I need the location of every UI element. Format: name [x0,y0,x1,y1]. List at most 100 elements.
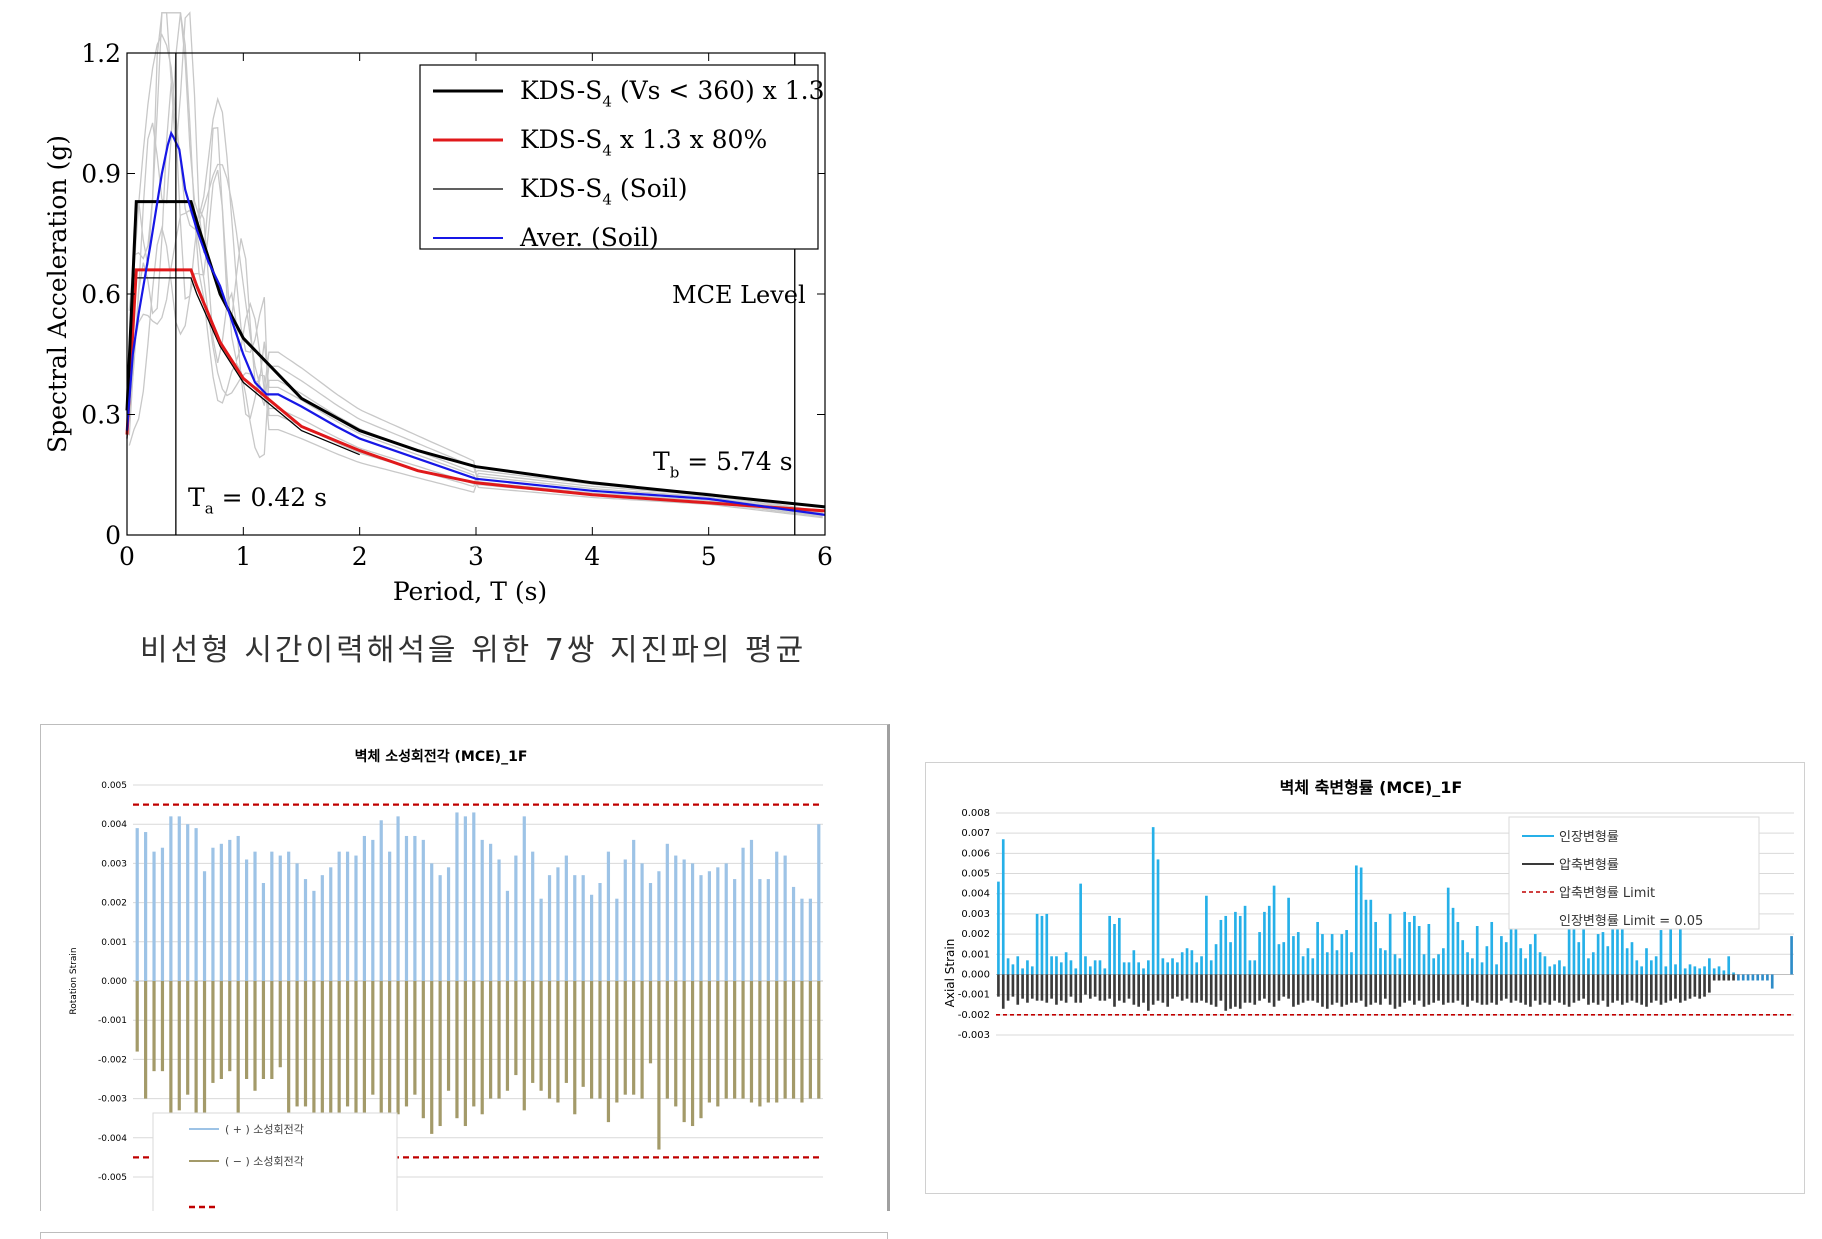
rotation-pos-bar [362,835,366,981]
axial-ytick-label: 0.001 [961,949,990,960]
rotation-pos-bar [632,839,636,981]
axial-pos-bar [1229,942,1232,975]
axial-pos-bar [1151,827,1155,975]
axial-neg-bar [1132,974,1136,1005]
axial-neg-bar [1533,974,1537,1001]
rotation-neg-bar [606,981,611,1123]
rotation-neg-bar [800,981,804,1103]
axial-neg-bar [1113,974,1116,1007]
axial-pos-bar [1524,958,1527,975]
rotation-neg-bar [455,981,459,1119]
rotation-ytick-label: 0.002 [101,899,127,909]
axial-pos-bar [1548,966,1552,975]
axial-pos-bar [1171,958,1174,975]
axial-neg-bar [1195,974,1199,1003]
rotation-ytick-label: -0.001 [98,1016,127,1026]
axial-neg-bar [1243,974,1247,1003]
axial-pos-bar [1176,962,1179,975]
axial-neg-bar [1040,974,1044,1001]
rotation-pos-bar [716,867,720,981]
rotation-pos-bar [724,863,728,981]
rotation-neg-bar [581,981,585,1087]
axial-pos-bar [1722,970,1726,975]
rotation-pos-bar [202,871,207,981]
axial-pos-bar [1664,966,1668,975]
axial-neg-bar [1156,974,1160,1001]
rotation-neg-bar [362,981,366,1119]
axial-neg-bar [1321,974,1324,1007]
rotation-neg-bar [245,981,249,1079]
axial-neg-bar [1654,974,1658,1001]
rotation-pos-bar [186,824,190,981]
axial-neg-bar [1529,974,1532,1007]
axial-neg-bar [1253,974,1257,1005]
axial-neg-bar [1630,974,1634,1001]
axial-ytick-label: 0.007 [961,828,990,839]
rotation-neg-bar [489,981,493,1099]
axial-neg-bar [1567,974,1571,1007]
rotation-pos-bar [438,875,442,981]
rotation-pos-bar [606,851,611,981]
axial-neg-bar [1214,974,1218,1007]
axial-pos-bar [1480,962,1484,975]
rotation-chart-title: 벽체 소성회전각 (MCE)_1F [355,748,528,765]
rotation-pos-bar [320,875,324,981]
axial-neg-bar [1069,974,1073,997]
rotation-neg-bar [413,981,417,1095]
axial-pos-bar [1103,968,1107,975]
axial-neg-bar [1234,974,1237,1007]
spectrum-series-line [125,130,826,516]
rotation-neg-bar [817,981,821,1099]
axial-neg-bar [1427,974,1431,1005]
axial-neg-bar [1403,974,1406,1003]
rotation-neg-bar [564,981,568,1083]
axial-neg-bar [1698,974,1702,999]
axial-neg-bar [1287,974,1290,999]
axial-pos-bar [1122,962,1126,975]
axial-pos-bar [1683,968,1687,975]
axial-neg-bar [1746,974,1750,981]
axial-neg-bar [1103,974,1107,1001]
axial-neg-bar [1693,974,1697,997]
rotation-pos-bar [446,867,451,981]
rotation-pos-bar [421,839,425,981]
axial-pos-bar [1727,956,1731,975]
rotation-ytick-label: 0.000 [101,977,127,987]
axial-ylabel: Axial Strain [943,939,957,1008]
rotation-pos-bar [303,879,308,981]
rotation-pos-bar [539,898,543,981]
rotation-pos-bar [245,859,249,981]
axial-pos-bar [1630,942,1634,975]
axial-pos-bar [1659,930,1663,975]
axial-pos-bar [1553,964,1556,975]
axial-pos-bar [1582,919,1585,975]
axial-neg-bar [1572,974,1576,1003]
rotation-neg-bar [194,981,198,1115]
axial-pos-bar [1079,883,1082,975]
axial-neg-bar [1316,974,1319,1003]
axial-pos-bar [1538,952,1542,975]
axial-pos-bar [1050,956,1053,975]
axial-pos-bar [1321,934,1324,975]
axial-neg-bar [1340,974,1344,1007]
axial-neg-bar [1369,974,1373,1005]
axial-neg-bar [1688,974,1692,999]
rotation-neg-bar [665,981,669,1099]
axial-neg-bar [1282,974,1286,997]
rotation-pos-bar [556,867,560,981]
axial-pos-bar [1311,958,1315,975]
axial-pos-bar [1258,932,1261,975]
axial-ytick-label: 0.004 [961,889,990,900]
rotation-neg-bar [228,981,232,1072]
axial-neg-bar [1591,974,1595,1003]
response-spectrum-chart: 0 1 2 3 4 5 6 0 0.3 0.6 0.9 1.2 Period, T (s) Spect… [43,11,833,606]
axial-neg-bar [1587,974,1590,1005]
axial-neg-bar [1683,974,1687,1001]
axial-pos-bar [1577,942,1581,975]
axial-pos-bar [1674,964,1677,975]
axial-pos-bar [1732,972,1735,975]
rotation-neg-bar [219,981,223,1079]
axial-pos-bar [1055,956,1058,975]
axial-pos-bar [1118,917,1121,975]
spectrum-series-line [125,268,826,513]
